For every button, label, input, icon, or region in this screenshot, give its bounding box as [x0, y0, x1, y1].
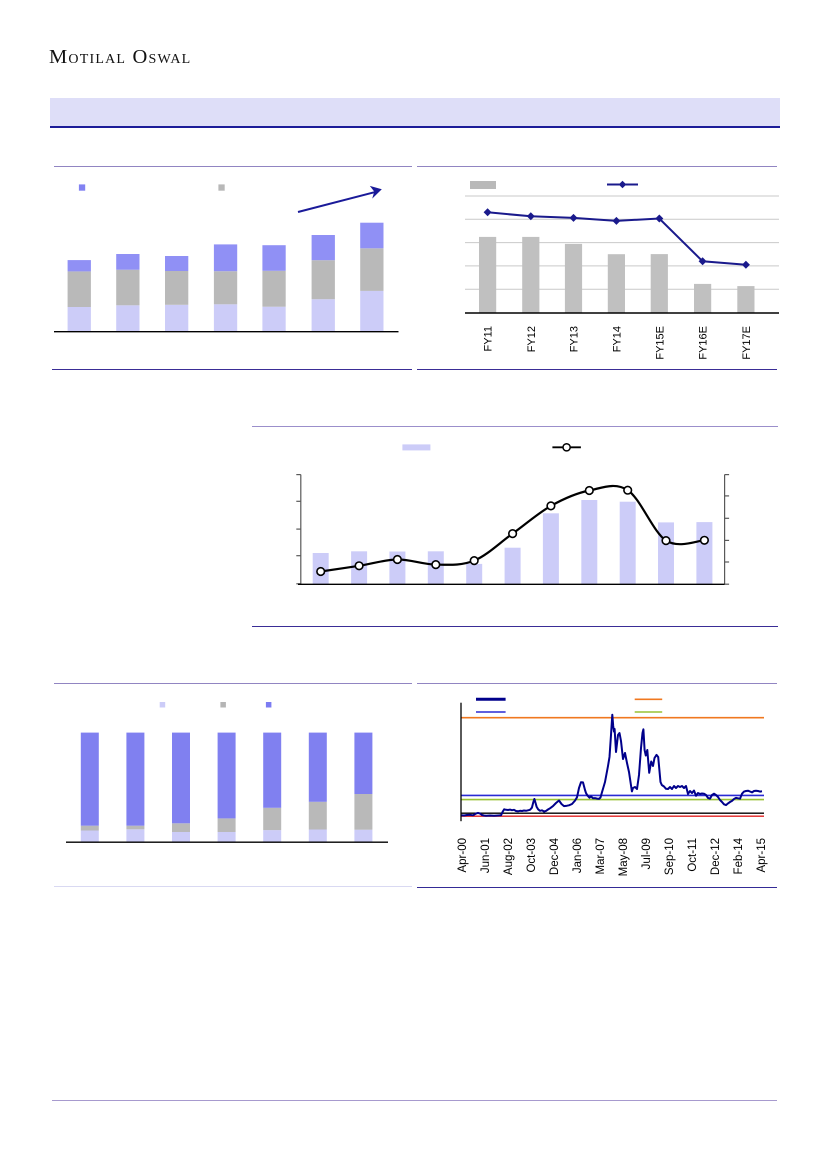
- svg-text:FY13: FY13: [569, 326, 581, 352]
- svg-text:Dec-04: Dec-04: [549, 837, 561, 875]
- svg-text:Jan-06: Jan-06: [572, 838, 584, 873]
- svg-text:Sep-10: Sep-10: [664, 838, 676, 875]
- svg-text:Oct-11: Oct-11: [687, 838, 699, 872]
- svg-text:FY16E: FY16E: [698, 326, 710, 360]
- svg-text:Oct-03: Oct-03: [526, 838, 538, 873]
- svg-text:Apr-15: Apr-15: [756, 838, 768, 873]
- svg-text:FY11: FY11: [483, 326, 495, 351]
- svg-text:FY15E: FY15E: [654, 326, 666, 360]
- svg-text:FY17E: FY17E: [741, 326, 753, 360]
- svg-text:Jun-01: Jun-01: [480, 838, 492, 873]
- svg-text:Feb-14: Feb-14: [733, 837, 745, 874]
- svg-text:Jul-09: Jul-09: [641, 838, 653, 869]
- svg-text:FY14: FY14: [611, 326, 623, 352]
- svg-text:Mar-07: Mar-07: [595, 838, 607, 874]
- svg-text:Dec-12: Dec-12: [710, 838, 722, 875]
- svg-text:Apr-00: Apr-00: [457, 838, 469, 873]
- svg-text:Aug-02: Aug-02: [503, 838, 515, 875]
- svg-text:May-08: May-08: [618, 838, 630, 876]
- svg-text:FY12: FY12: [526, 326, 538, 352]
